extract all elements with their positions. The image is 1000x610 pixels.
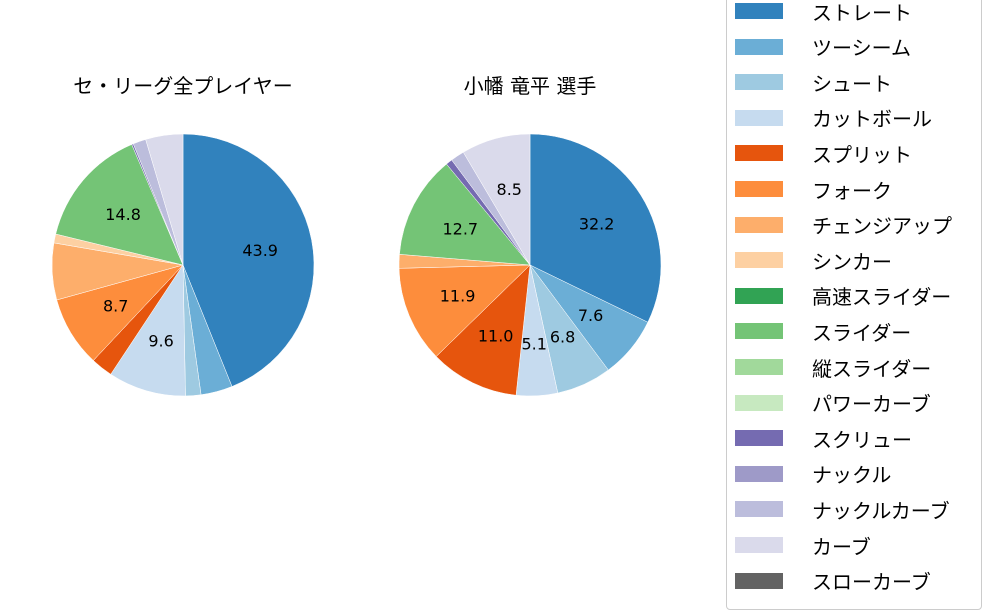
slice-value-label: 6.8	[550, 328, 575, 347]
legend-label: カーブ	[812, 534, 871, 559]
pie-slice	[182, 133, 315, 387]
legend-label: 高速スライダー	[812, 285, 952, 310]
legend-label: ストレート	[812, 0, 912, 25]
chart-title-league: セ・リーグ全プレイヤー	[73, 74, 293, 98]
legend-item: 高速スライダー	[735, 284, 952, 310]
pie-slice	[435, 264, 531, 396]
slice-value-label: 14.8	[105, 205, 141, 224]
slice-value-label: 32.2	[579, 214, 615, 233]
pie-slice	[55, 144, 184, 266]
pie-player: 32.2 7.66.85.1 11.0 11.9 12.7 8.5	[398, 133, 662, 397]
pie-slice	[462, 133, 531, 266]
legend-label: 縦スライダー	[812, 356, 932, 381]
legend-swatch	[735, 74, 783, 91]
legend-item: 縦スライダー	[735, 355, 932, 381]
legend-swatch	[735, 181, 783, 197]
slice-value-label: 8.7	[103, 297, 128, 316]
legend-item: カットボール	[735, 106, 932, 132]
legend-item: シンカー	[735, 248, 892, 274]
legend-label: スローカーブ	[812, 570, 931, 595]
slice-value-label: 5.1	[521, 334, 546, 353]
legend-label: スクリュー	[812, 427, 912, 452]
legend: ストレートツーシームシュートカットボール スプリットフォークチェンジアップ シンカー…	[726, 0, 982, 610]
legend-swatch	[735, 501, 783, 518]
legend-swatch	[735, 145, 783, 162]
legend-label: チェンジアップ	[812, 214, 952, 239]
legend-label: カットボール	[812, 107, 932, 132]
legend-item: カーブ	[735, 533, 871, 559]
legend-label: シンカー	[812, 249, 892, 274]
chart-title-player: 小幡 竜平 選手	[463, 74, 597, 98]
slice-value-label: 12.7	[442, 220, 478, 239]
legend-item: ツーシーム	[735, 35, 911, 61]
legend-item: スプリット	[735, 141, 912, 167]
legend-label: ナックルカーブ	[812, 498, 950, 523]
pie-slice	[398, 264, 531, 357]
legend-swatch	[735, 323, 783, 340]
legend-item: フォーク	[735, 177, 892, 203]
legend-swatch	[735, 430, 783, 447]
legend-swatch	[735, 252, 783, 269]
legend-item: チェンジアップ	[735, 213, 952, 239]
slice-value-label: 43.9	[242, 241, 278, 260]
legend-item: スクリュー	[735, 426, 912, 452]
slice-value-label: 9.6	[148, 331, 173, 350]
legend-label: シュート	[812, 71, 892, 96]
pie-slice	[145, 133, 184, 266]
legend-item: ナックル	[735, 462, 892, 488]
legend-swatch	[735, 537, 783, 553]
legend-swatch	[735, 109, 783, 126]
pie-league: 43.9 9.6 8.7 14.8	[51, 133, 315, 397]
legend-label: パワーカーブ	[812, 392, 931, 417]
legend-label: スライダー	[812, 320, 912, 345]
legend-label: スプリット	[812, 142, 912, 167]
pie-slice	[399, 163, 531, 266]
legend-item: スライダー	[735, 319, 912, 345]
legend-label: フォーク	[812, 178, 892, 203]
legend-item: スローカーブ	[735, 569, 931, 595]
legend-label: ナックル	[812, 463, 892, 488]
pie-slice	[110, 264, 186, 397]
legend-swatch	[735, 216, 783, 233]
legend-label: ツーシーム	[812, 36, 911, 61]
legend-swatch	[735, 3, 783, 19]
legend-swatch	[735, 572, 783, 589]
legend-item: ナックルカーブ	[735, 497, 950, 523]
pie-slice	[529, 133, 662, 323]
slice-value-label: 11.0	[478, 327, 514, 346]
slice-value-label: 7.6	[578, 306, 603, 325]
legend-swatch	[735, 359, 783, 375]
legend-item: ストレート	[735, 0, 912, 25]
legend-swatch	[735, 465, 783, 482]
legend-swatch	[735, 394, 783, 411]
legend-item: パワーカーブ	[735, 391, 931, 417]
slice-value-label: 8.5	[497, 180, 522, 199]
slice-value-label: 11.9	[440, 287, 476, 306]
legend-item: シュート	[735, 70, 892, 96]
legend-swatch	[735, 38, 783, 55]
legend-swatch	[735, 287, 783, 304]
